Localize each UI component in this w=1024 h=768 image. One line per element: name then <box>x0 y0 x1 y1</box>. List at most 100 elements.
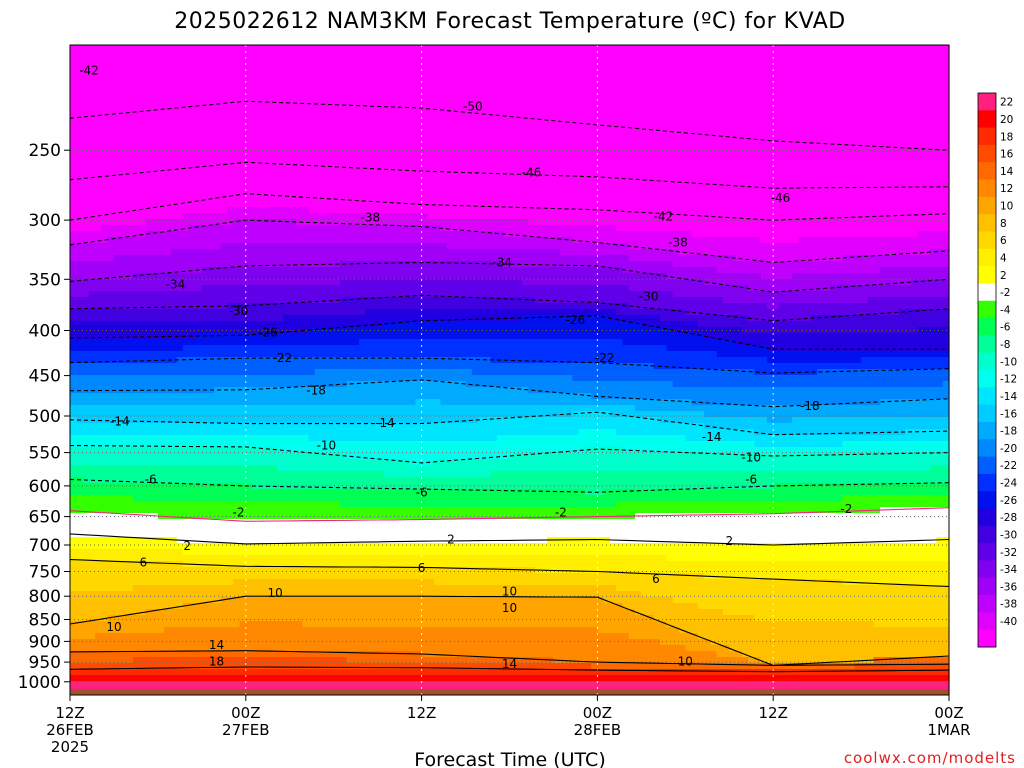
temperature-cell <box>239 123 247 130</box>
temperature-cell <box>917 153 925 160</box>
temperature-cell <box>126 45 134 52</box>
temperature-cell <box>635 177 642 184</box>
temperature-cell <box>842 105 850 112</box>
temperature-cell <box>936 159 944 166</box>
temperature-cell <box>333 105 341 112</box>
temperature-cell <box>314 57 322 64</box>
temperature-cell <box>383 189 391 196</box>
temperature-cell <box>176 231 184 238</box>
temperature-cell <box>402 255 410 262</box>
temperature-cell <box>773 45 781 52</box>
temperature-cell <box>82 99 90 106</box>
temperature-cell <box>653 159 661 166</box>
temperature-cell <box>578 69 586 76</box>
temperature-cell <box>892 177 900 184</box>
temperature-cell <box>289 147 297 154</box>
temperature-cell <box>208 111 216 118</box>
temperature-cell <box>151 111 159 118</box>
temperature-cell <box>798 57 806 64</box>
temperature-cell <box>879 141 887 148</box>
temperature-cell <box>496 81 504 88</box>
temperature-cell <box>365 81 372 88</box>
temperature-cell <box>735 219 743 226</box>
temperature-cell <box>817 99 825 106</box>
temperature-cell <box>421 183 429 190</box>
temperature-cell <box>754 201 762 208</box>
temperature-cell <box>566 189 573 196</box>
temperature-cell <box>873 249 881 256</box>
temperature-cell <box>258 255 266 262</box>
temperature-cell <box>365 153 372 160</box>
temperature-cell <box>70 87 77 94</box>
temperature-cell <box>735 195 743 202</box>
temperature-cell <box>157 171 165 178</box>
temperature-cell <box>722 207 730 214</box>
temperature-cell <box>327 219 335 226</box>
temperature-cell <box>478 51 485 58</box>
temperature-cell <box>145 213 153 220</box>
temperature-cell <box>113 129 121 136</box>
temperature-cell <box>365 135 372 142</box>
temperature-cell <box>635 183 642 190</box>
temperature-cell <box>748 141 755 148</box>
temperature-cell <box>515 63 523 70</box>
temperature-cell <box>603 213 611 220</box>
temperature-cell <box>829 105 837 112</box>
temperature-cell <box>446 51 454 58</box>
temperature-cell <box>641 195 649 202</box>
temperature-cell <box>402 75 410 82</box>
temperature-cell <box>333 75 341 82</box>
temperature-cell <box>352 195 360 202</box>
temperature-cell <box>584 57 592 64</box>
temperature-cell <box>597 105 605 112</box>
temperature-cell <box>371 243 379 250</box>
temperature-cell <box>352 123 360 130</box>
temperature-cell <box>164 153 172 160</box>
temperature-cell <box>321 189 329 196</box>
temperature-cell <box>264 231 272 238</box>
temperature-cell <box>459 165 467 172</box>
temperature-cell <box>434 249 442 256</box>
temperature-cell <box>427 57 435 64</box>
temperature-cell <box>490 135 498 142</box>
temperature-cell <box>503 177 511 184</box>
temperature-cell <box>321 51 329 58</box>
temperature-cell <box>735 111 743 118</box>
temperature-cell <box>817 123 825 130</box>
temperature-cell <box>522 219 529 226</box>
temperature-cell <box>942 249 950 256</box>
temperature-cell <box>716 171 724 178</box>
temperature-cell <box>817 45 825 52</box>
temperature-cell <box>792 195 799 202</box>
temperature-cell <box>509 213 517 220</box>
temperature-cell <box>716 177 724 184</box>
temperature-cell <box>358 105 366 112</box>
temperature-cell <box>653 213 661 220</box>
temperature-cell <box>785 57 793 64</box>
temperature-cell <box>151 189 159 196</box>
temperature-cell <box>653 129 661 136</box>
temperature-cell <box>779 93 787 100</box>
temperature-cell <box>829 195 837 202</box>
temperature-cell <box>641 51 649 58</box>
temperature-cell <box>120 219 128 226</box>
temperature-cell <box>691 81 699 88</box>
temperature-cell <box>848 237 856 244</box>
temperature-cell <box>647 171 655 178</box>
temperature-cell <box>785 153 793 160</box>
temperature-cell <box>233 69 241 76</box>
temperature-cell <box>760 111 768 118</box>
temperature-cell <box>214 117 222 124</box>
temperature-cell <box>785 201 793 208</box>
temperature-cell <box>383 51 391 58</box>
temperature-cell <box>503 201 511 208</box>
temperature-cell <box>346 63 354 70</box>
temperature-cell <box>597 219 605 226</box>
temperature-cell <box>509 219 517 226</box>
temperature-cell <box>741 171 749 178</box>
temperature-cell <box>76 183 84 190</box>
temperature-cell <box>540 123 548 130</box>
temperature-cell <box>145 141 153 148</box>
temperature-cell <box>465 105 473 112</box>
temperature-cell <box>415 237 423 244</box>
